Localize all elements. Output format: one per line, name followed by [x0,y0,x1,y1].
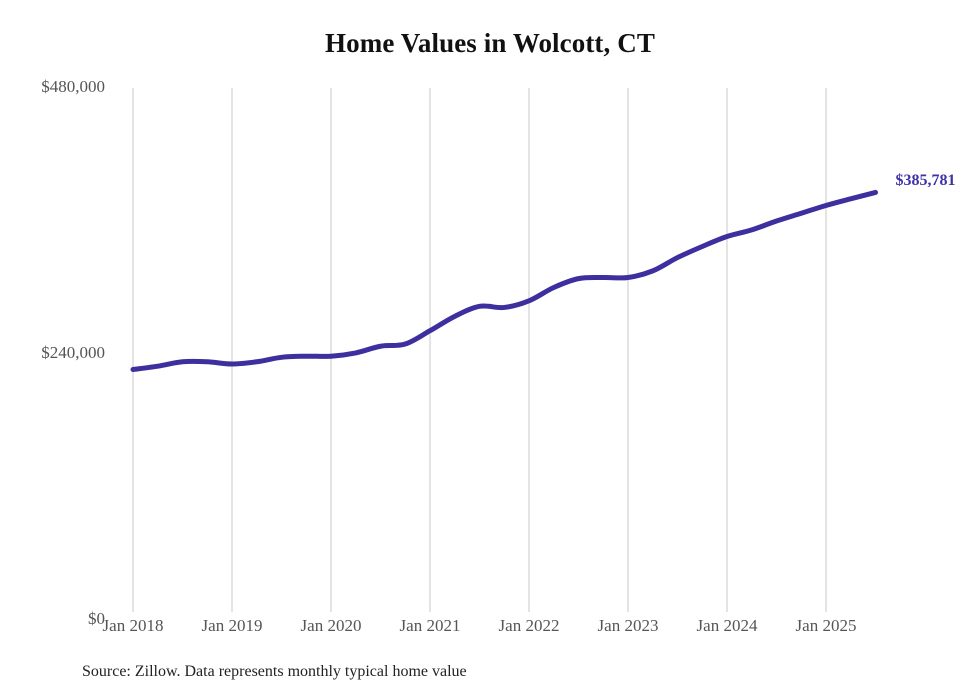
x-tick-label-jan-2019: Jan 2019 [201,616,263,635]
y-tick-label-0: $0 [88,609,105,628]
gridlines [132,88,827,612]
end-value-annotation: $385,781 [895,172,956,190]
y-axis: $480,000 $240,000 $0 [0,0,105,699]
source-note: Source: Zillow. Data represents monthly … [82,663,467,680]
x-tick-label-jan-2025: Jan 2025 [795,616,857,635]
x-tick-label-jan-2021: Jan 2021 [399,616,461,635]
value-line-series [130,189,878,373]
x-tick-label-jan-2024: Jan 2024 [696,616,758,635]
y-tick-label-240000: $240,000 [41,343,105,362]
x-tick-label-jan-2018: Jan 2018 [102,616,164,635]
x-tick-label-jan-2023: Jan 2023 [597,616,659,635]
y-tick-label-480000: $480,000 [41,77,105,96]
x-tick-label-jan-2020: Jan 2020 [300,616,362,635]
chart-title: Home Values in Wolcott, CT [325,28,655,58]
x-tick-label-jan-2022: Jan 2022 [498,616,560,635]
